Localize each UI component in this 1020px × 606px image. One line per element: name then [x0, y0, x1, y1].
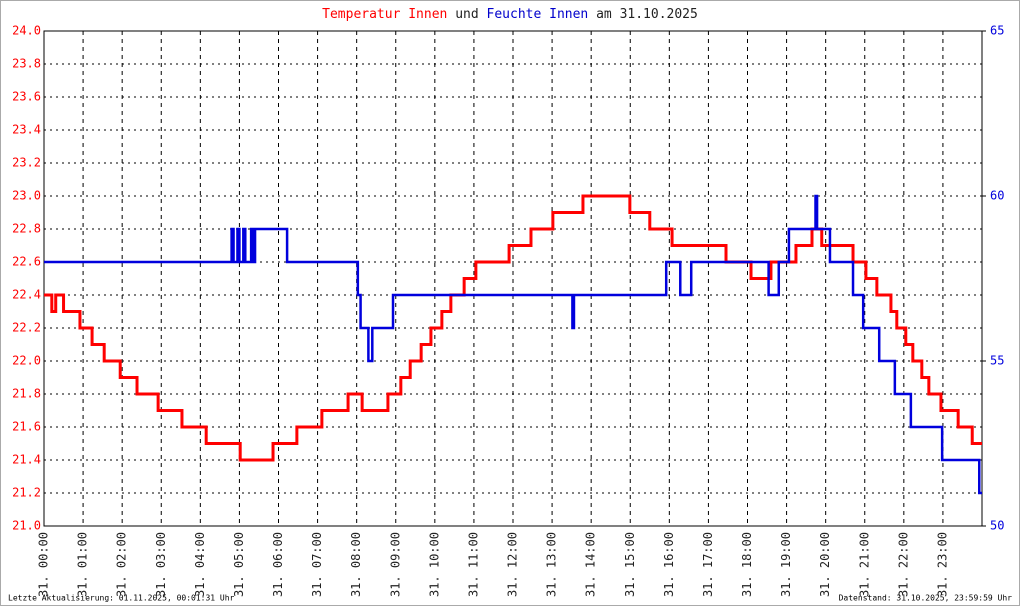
title-part: am 31.10.2025 — [596, 7, 698, 22]
x-tick-label: 31. 21:00 — [857, 532, 871, 597]
data-line — [44, 194, 982, 495]
y-tick-label: 23.8 — [12, 57, 41, 71]
x-tick-label: 31. 03:00 — [154, 532, 168, 597]
y-tick-label: 24.0 — [12, 24, 41, 38]
y-tick-label: 23.6 — [12, 90, 41, 104]
x-tick-label: 31. 01:00 — [76, 532, 90, 597]
y-tick-label: 22.4 — [12, 288, 41, 302]
y-tick-label: 22.2 — [12, 321, 41, 335]
y-tick-label: 23.0 — [12, 189, 41, 203]
title-part: Temperatur Innen — [322, 7, 447, 22]
x-tick-label: 31. 07:00 — [310, 532, 324, 597]
x-tick-label: 31. 10:00 — [427, 532, 441, 597]
y-tick-label: 23.4 — [12, 123, 41, 137]
y-tick-label: 21.2 — [12, 486, 41, 500]
y-tick-label: 22.0 — [12, 354, 41, 368]
x-tick-label: 31. 19:00 — [779, 532, 793, 597]
footer-right: Datenstand: 31.10.2025, 23:59:59 Uhr — [839, 594, 1013, 603]
x-tick-label: 31. 05:00 — [232, 532, 246, 597]
y2-tick-label: 60 — [990, 189, 1004, 203]
title-part: Feuchte Innen — [487, 7, 589, 22]
x-tick-label: 31. 13:00 — [545, 532, 559, 597]
y-tick-label: 22.6 — [12, 255, 41, 269]
data-line — [44, 194, 982, 462]
y-tick-label: 21.0 — [12, 519, 41, 533]
x-tick-label: 31. 08:00 — [349, 532, 363, 597]
y-tick-label: 21.4 — [12, 453, 41, 467]
y2-tick-label: 50 — [990, 519, 1004, 533]
x-tick-label: 31. 09:00 — [388, 532, 402, 597]
x-tick-label: 31. 18:00 — [740, 532, 754, 597]
y-tick-label: 23.2 — [12, 156, 41, 170]
y-tick-label: 21.6 — [12, 420, 41, 434]
x-tick-label: 31. 12:00 — [506, 532, 520, 597]
x-tick-label: 31. 06:00 — [271, 532, 285, 597]
x-tick-label: 31. 04:00 — [193, 532, 207, 597]
x-tick-label: 31. 14:00 — [584, 532, 598, 597]
y-tick-label: 21.8 — [12, 387, 41, 401]
y-tick-label: 22.8 — [12, 222, 41, 236]
y2-tick-label: 55 — [990, 354, 1004, 368]
x-tick-label: 31. 02:00 — [115, 532, 129, 597]
y2-tick-label: 65 — [990, 24, 1004, 38]
title-part: und — [455, 7, 478, 22]
x-tick-label: 31. 16:00 — [662, 532, 676, 597]
x-tick-label: 31. 00:00 — [37, 532, 51, 597]
x-tick-label: 31. 17:00 — [701, 532, 715, 597]
plot-border — [43, 30, 983, 527]
x-tick-label: 31. 15:00 — [623, 532, 637, 597]
x-tick-label: 31. 22:00 — [896, 532, 910, 597]
x-tick-label: 31. 23:00 — [935, 532, 949, 597]
chart-title: Temperatur Innen und Feuchte Innen am 31… — [322, 7, 698, 22]
x-tick-label: 31. 11:00 — [466, 532, 480, 597]
footer-left: Letzte Aktualisierung: 01.11.2025, 00:01… — [8, 594, 235, 603]
x-tick-label: 31. 20:00 — [818, 532, 832, 597]
